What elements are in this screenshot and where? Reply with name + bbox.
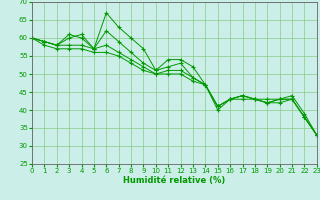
X-axis label: Humidité relative (%): Humidité relative (%) xyxy=(123,176,226,185)
